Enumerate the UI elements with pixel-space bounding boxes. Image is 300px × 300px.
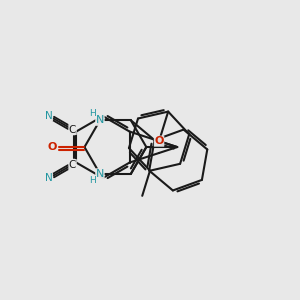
- Text: H: H: [89, 176, 96, 185]
- Text: N: N: [96, 169, 104, 179]
- Text: C: C: [69, 124, 76, 134]
- Text: O: O: [48, 142, 57, 152]
- Text: N: N: [45, 111, 52, 121]
- Text: N: N: [96, 115, 104, 125]
- Text: O: O: [154, 136, 164, 146]
- Text: C: C: [69, 160, 76, 170]
- Text: H: H: [89, 109, 96, 118]
- Text: N: N: [45, 173, 52, 183]
